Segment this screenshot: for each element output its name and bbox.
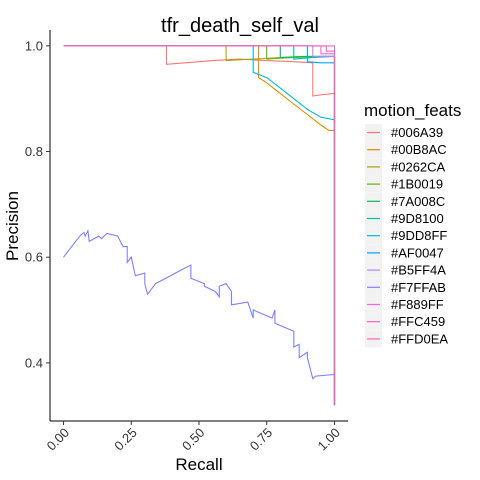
y-axis-ticks: 0.4 0.6 0.8 1.0	[25, 38, 50, 370]
legend-item-label: #006A39	[391, 125, 443, 140]
legend-item-label: #F889FF	[391, 297, 444, 312]
x-axis-ticks: 0.00 0.25 0.50 0.75 1.00	[44, 421, 343, 453]
legend-item-label: #FFC459	[391, 314, 445, 329]
legend-items: #006A39 #00B8AC #0262CA #1B0019 #7A008C #9D81…	[365, 124, 448, 348]
x-tick-label: 0.25	[111, 425, 140, 454]
legend-item-label: #FFD0EA	[391, 331, 448, 346]
y-tick-label: 0.6	[25, 250, 43, 265]
y-tick-label: 1.0	[25, 38, 43, 53]
legend-title: motion_feats	[364, 101, 461, 120]
y-tick-label: 0.8	[25, 144, 43, 159]
legend-item-label: #AF0047	[391, 245, 444, 260]
x-axis-title: Recall	[175, 455, 222, 474]
series-lines	[63, 45, 336, 406]
series-line-5	[63, 45, 336, 406]
x-tick-label: 0.75	[247, 425, 276, 454]
chart-title: tfr_death_self_val	[161, 15, 319, 37]
series-line-0	[63, 45, 336, 406]
legend-item-label: #9D8100	[391, 211, 444, 226]
x-tick-label: 1.00	[315, 425, 344, 454]
series-line-9	[63, 228, 336, 406]
legend-item-label: #7A008C	[391, 194, 445, 209]
series-line-11	[63, 45, 336, 406]
series-line-3	[63, 45, 336, 406]
x-tick-label: 0.00	[44, 425, 73, 454]
legend-item-label: #0262CA	[391, 159, 446, 174]
series-line-2	[63, 45, 336, 406]
y-tick-label: 0.4	[25, 355, 43, 370]
series-line-7	[63, 45, 336, 406]
series-line-6	[63, 45, 336, 406]
legend-item-label: #B5FF4A	[391, 263, 446, 278]
y-axis-title: Precision	[3, 191, 22, 261]
series-line-10	[63, 45, 336, 406]
x-tick-label: 0.50	[179, 425, 208, 454]
legend-item-label: #1B0019	[391, 177, 443, 192]
series-line-8	[63, 45, 336, 406]
legend: motion_feats #006A39 #00B8AC #0262CA #1B001…	[364, 101, 461, 348]
series-line-12	[63, 45, 336, 406]
legend-item-label: #F7FFAB	[391, 280, 446, 295]
legend-item-label: #00B8AC	[391, 142, 447, 157]
plot-area: 0.00 0.25 0.50 0.75 1.00 0.4 0.6 0.8 1.0	[25, 30, 348, 453]
legend-item-label: #9DD8FF	[391, 228, 447, 243]
series-line-1	[63, 45, 336, 406]
series-line-4	[63, 45, 336, 406]
